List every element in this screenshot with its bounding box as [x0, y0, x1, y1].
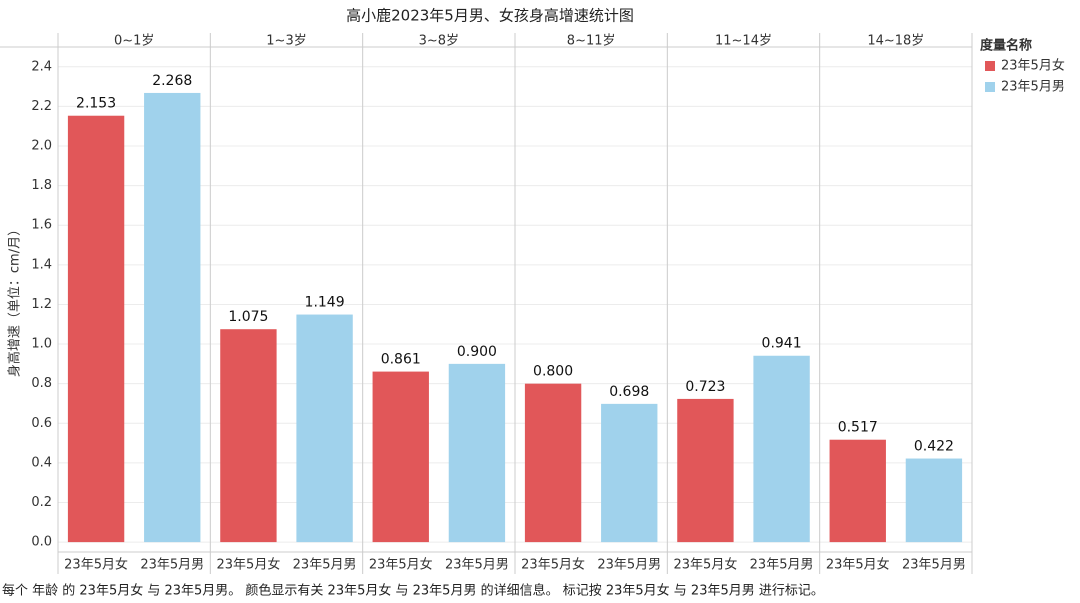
- x-tick-label: 23年5月男: [597, 558, 661, 573]
- group-label: 0~1岁: [114, 34, 154, 49]
- y-tick-label: 1.6: [31, 218, 52, 233]
- value-label: 0.698: [609, 384, 649, 400]
- bar: [753, 355, 810, 543]
- bar: [524, 383, 582, 543]
- group-label: 1~3岁: [266, 34, 306, 49]
- bar: [677, 398, 734, 543]
- x-tick-label: 23年5月男: [140, 558, 204, 573]
- y-tick-label: 0.4: [31, 455, 52, 470]
- x-tick-label: 23年5月女: [521, 557, 585, 573]
- x-tick-label: 23年5月女: [826, 557, 890, 573]
- y-tick-label: 2.0: [31, 139, 52, 154]
- bar: [296, 314, 353, 543]
- caption: 每个 年龄 的 23年5月女 与 23年5月男。 颜色显示有关 23年5月女 与…: [2, 583, 824, 599]
- y-tick-label: 1.0: [31, 337, 52, 352]
- value-label: 0.900: [457, 344, 497, 360]
- y-tick-label: 1.2: [31, 297, 52, 312]
- legend-swatch: [985, 82, 995, 92]
- value-label: 1.149: [305, 295, 345, 311]
- group-label: 3~8岁: [419, 34, 459, 49]
- x-tick-label: 23年5月女: [217, 557, 281, 573]
- x-tick-label: 23年5月女: [674, 557, 738, 573]
- bar: [601, 403, 658, 543]
- bar: [448, 363, 506, 543]
- bar: [372, 371, 429, 543]
- y-tick-label: 0.6: [31, 416, 52, 431]
- x-tick-label: 23年5月女: [64, 557, 128, 573]
- y-tick-label: 0.8: [31, 376, 52, 391]
- chart-title: 高小鹿2023年5月男、女孩身高增速统计图: [346, 7, 634, 25]
- bar: [220, 329, 277, 543]
- y-tick-label: 2.4: [31, 59, 52, 74]
- y-tick-label: 1.4: [31, 257, 52, 272]
- legend-label: 23年5月男: [1001, 80, 1065, 95]
- value-label: 1.075: [228, 309, 268, 325]
- value-label: 2.153: [76, 96, 116, 112]
- x-tick-label: 23年5月女: [369, 557, 433, 573]
- value-label: 0.941: [762, 336, 802, 352]
- y-tick-label: 2.2: [31, 99, 52, 114]
- group-label: 14~18岁: [867, 34, 924, 49]
- group-label: 11~14岁: [715, 34, 772, 49]
- x-tick-label: 23年5月男: [293, 558, 357, 573]
- legend-title: 度量名称: [980, 38, 1032, 54]
- legend-swatch: [985, 61, 995, 71]
- x-tick-label: 23年5月男: [445, 558, 509, 573]
- value-label: 2.268: [152, 73, 192, 89]
- legend-label: 23年5月女: [1001, 58, 1065, 74]
- value-label: 0.517: [838, 420, 878, 436]
- y-axis-label: 身高增速（单位：cm/月）: [7, 223, 23, 377]
- x-tick-label: 23年5月男: [750, 558, 814, 573]
- x-tick-label: 23年5月男: [902, 558, 966, 573]
- group-label: 8~11岁: [567, 34, 616, 49]
- bar: [144, 92, 201, 543]
- y-tick-label: 0.2: [31, 495, 52, 510]
- value-label: 0.861: [381, 352, 421, 368]
- bar: [905, 458, 963, 543]
- bar: [829, 439, 886, 543]
- y-tick-label: 0.0: [31, 535, 52, 550]
- y-tick-label: 1.8: [31, 178, 52, 193]
- value-label: 0.723: [685, 379, 725, 395]
- value-label: 0.800: [533, 364, 573, 380]
- value-label: 0.422: [914, 439, 954, 455]
- bar: [67, 115, 125, 543]
